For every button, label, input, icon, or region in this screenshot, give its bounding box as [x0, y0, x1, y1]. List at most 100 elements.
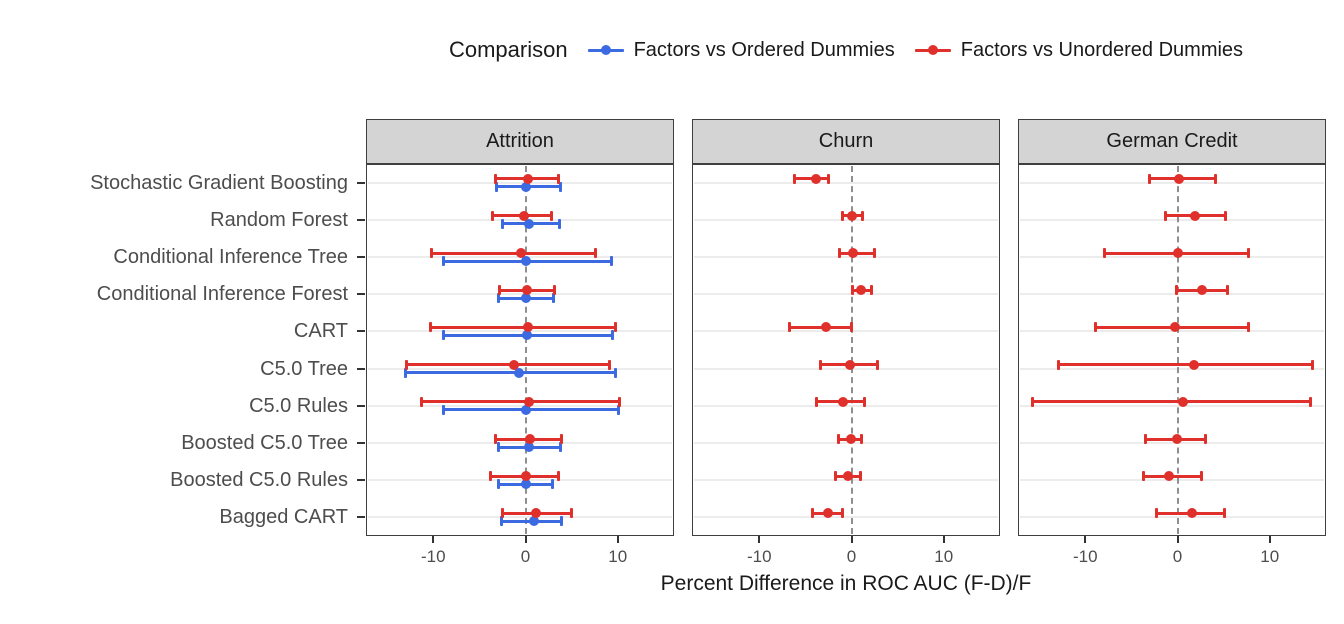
- y-axis-label: C5.0 Rules: [249, 394, 348, 417]
- x-axis-tick: [850, 536, 853, 543]
- pointrange-cap-high: [558, 181, 562, 192]
- pointrange-bar: [405, 363, 611, 367]
- pointrange-key-unordered-icon: [914, 44, 951, 56]
- grid-line: [368, 479, 672, 482]
- pointrange-cap-high: [559, 442, 563, 452]
- y-axis-label: Boosted C5.0 Tree: [181, 432, 348, 454]
- pointrange-cap-low: [494, 434, 498, 444]
- y-axis-tick: [357, 442, 365, 444]
- grid-line: [1020, 479, 1324, 482]
- pointrange-cap-low: [420, 396, 424, 407]
- pointrange-dot: [848, 248, 859, 258]
- pointrange-cap-low: [1030, 396, 1034, 407]
- pointrange-cap-low: [430, 248, 434, 258]
- pointrange-cap-high: [616, 404, 620, 415]
- pointrange-cap-low: [1142, 471, 1146, 482]
- pointrange-cap-high: [560, 434, 564, 444]
- y-axis-label: Stochastic Gradient Boosting: [90, 171, 348, 194]
- legend: Comparison Factors vs Ordered Dummies Fa…: [366, 28, 1326, 72]
- grid-line: [694, 181, 998, 184]
- pointrange-cap-low: [1056, 359, 1060, 370]
- pointrange-dot: [1174, 173, 1185, 184]
- pointrange-cap-low: [836, 434, 840, 444]
- y-axis-tick: [357, 218, 365, 221]
- pointrange-cap-low: [793, 173, 797, 184]
- facet-strip-title: Attrition: [486, 130, 554, 152]
- pointrange-dot: [855, 285, 866, 296]
- grid-line: [694, 516, 998, 519]
- pointrange-dot: [810, 173, 821, 184]
- pointrange-cap-high: [593, 248, 597, 258]
- y-axis-label: C5.0 Tree: [260, 357, 348, 380]
- pointrange-cap-low: [837, 248, 841, 258]
- pointrange-cap-low: [1155, 508, 1159, 519]
- y-axis-tick: [357, 404, 365, 407]
- x-tick-label: -10: [421, 547, 446, 566]
- pointrange-dot: [524, 218, 535, 229]
- x-axis-tick: [1176, 536, 1179, 543]
- pointrange-cap-low: [442, 404, 446, 415]
- pointrange-cap-high: [1226, 285, 1230, 296]
- pointrange-cap-low: [1093, 322, 1097, 333]
- facet-panel: [366, 164, 674, 536]
- pointrange-dot: [842, 471, 853, 482]
- pointrange-dot: [521, 181, 532, 192]
- pointrange-dot: [524, 442, 535, 452]
- pointrange-cap-low: [1102, 248, 1106, 258]
- x-axis-tick: [758, 536, 761, 543]
- pointrange-cap-low: [428, 322, 432, 333]
- pointrange-dot: [1189, 359, 1200, 370]
- pointrange-cap-high: [869, 285, 873, 296]
- pointrange-cap-high: [858, 471, 862, 482]
- pointrange-dot: [846, 210, 857, 221]
- pointrange-cap-low: [495, 181, 499, 192]
- grid-line: [368, 442, 672, 444]
- pointrange-cap-high: [613, 322, 617, 333]
- legend-item-unordered-dummies: Factors vs Unordered Dummies: [914, 39, 1243, 62]
- pointrange-dot: [521, 256, 532, 266]
- pointrange-bar: [429, 325, 616, 329]
- grid-line: [1020, 404, 1324, 407]
- grid-line: [368, 404, 672, 407]
- grid-line: [694, 256, 998, 258]
- pointrange-cap-high: [1223, 508, 1227, 519]
- pointrange-dot: [1172, 248, 1183, 258]
- pointrange-cap-high: [876, 359, 880, 370]
- y-axis-label: Bagged CART: [219, 506, 348, 529]
- grid-line: [1020, 218, 1324, 221]
- pointrange-cap-high: [827, 173, 831, 184]
- pointrange-cap-high: [569, 508, 573, 519]
- pointrange-dot: [515, 248, 526, 258]
- x-tick-label: -10: [1073, 547, 1098, 566]
- pointrange-cap-low: [494, 173, 498, 184]
- pointrange-cap-low: [1147, 173, 1151, 184]
- x-axis-tick: [942, 536, 945, 543]
- legend-item-label: Factors vs Ordered Dummies: [633, 38, 895, 61]
- legend-title: Comparison: [448, 37, 568, 62]
- pointrange-dot: [514, 367, 525, 378]
- pointrange-dot: [838, 396, 849, 407]
- x-tick-label: 0: [1172, 547, 1183, 566]
- pointrange-cap-low: [496, 293, 500, 304]
- pointrange-cap-low: [489, 471, 493, 482]
- x-axis-tick: [524, 536, 527, 543]
- pointrange-cap-low: [1163, 210, 1167, 221]
- pointrange-dot: [1169, 322, 1180, 333]
- facet-strip-title: German Credit: [1106, 130, 1238, 152]
- pointrange-cap-low: [841, 210, 845, 221]
- pointrange-cap-high: [1247, 322, 1251, 333]
- pointrange-cap-low: [814, 396, 818, 407]
- pointrange-cap-low: [442, 330, 446, 341]
- legend-item-ordered-dummies: Factors vs Ordered Dummies: [587, 38, 895, 62]
- pointrange-cap-high: [863, 396, 867, 407]
- pointrange-cap-high: [849, 322, 853, 333]
- pointrange-cap-high: [556, 173, 560, 184]
- y-axis-tick: [357, 181, 365, 184]
- pointrange-cap-low: [810, 508, 814, 519]
- grid-line: [694, 442, 998, 444]
- y-axis-tick: [357, 516, 365, 519]
- pointrange-dot: [820, 322, 831, 333]
- pointrange-cap-low: [491, 210, 495, 221]
- zero-reference-line: [1176, 166, 1179, 534]
- pointrange-dot: [1197, 285, 1208, 296]
